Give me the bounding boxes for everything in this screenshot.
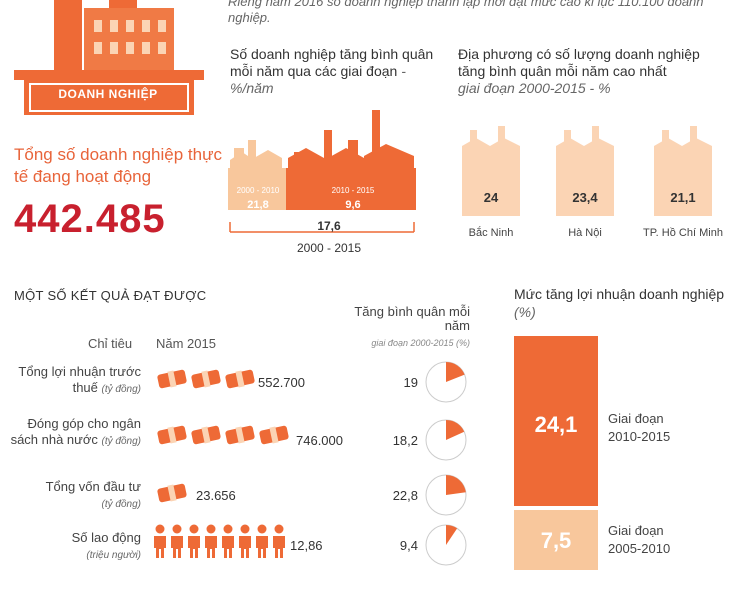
- locality-building-icon: [462, 126, 520, 216]
- factory-logo-icon: [14, 0, 204, 115]
- pie-slice: [446, 475, 466, 495]
- person-icon: [256, 524, 268, 558]
- row-4-label: Số lao động (triệu người): [71, 530, 141, 561]
- pie-slice: [446, 362, 465, 382]
- locality-building-icon: [654, 126, 712, 216]
- logo-label: DOANH NGHIỆP: [58, 87, 158, 101]
- period-1-value: 21,8: [247, 199, 269, 211]
- locality-building-icon: [556, 126, 614, 216]
- results-title: MỘT SỐ KẾT QUẢ ĐẠT ĐƯỢC: [14, 288, 207, 303]
- money-bundle-icon: [157, 425, 187, 445]
- total-label: Tổng số doanh nghiệp thực tế đang hoạt đ…: [14, 145, 222, 186]
- person-icon: [188, 524, 200, 558]
- period-overall-value: 17,6: [317, 219, 341, 233]
- person-icon: [205, 524, 217, 558]
- profit-bar-2005-2010: [514, 510, 598, 570]
- row-3-icons: [156, 482, 190, 509]
- row-3-value: 23.656: [196, 488, 236, 503]
- profit-label-2010-2015: Giai đoạn 2010-2015: [608, 411, 671, 444]
- money-bundle-icon: [259, 425, 289, 445]
- row-4-value: 12,86: [290, 538, 323, 553]
- row-1-label: Tổng lợi nhuận trước thuế (tỷ đồng): [18, 364, 141, 395]
- row-2-label: Đóng góp cho ngân sách nhà nước (tỷ đồng…: [10, 416, 141, 447]
- profit-label-2005-2010: Giai đoạn 2005-2010: [608, 523, 671, 556]
- row-2-icons: [156, 424, 292, 451]
- row-2-growth: 18,2: [392, 433, 418, 448]
- period-2-value: 9,6: [345, 199, 361, 211]
- growth-period-title: Số doanh nghiệp tăng bình quân mỗi năm q…: [230, 46, 434, 96]
- row-3-label: Tổng vốn đầu tư (tỷ đồng): [45, 479, 141, 510]
- factory-skyline-icon: [228, 110, 416, 210]
- money-bundle-icon: [225, 369, 255, 389]
- period-bracket: [229, 222, 415, 233]
- locality-1-value: 24: [483, 190, 499, 205]
- money-bundle-icon: [191, 425, 221, 445]
- col-indicator-header: Chỉ tiêu: [88, 336, 133, 351]
- row-4-icons: [152, 524, 288, 563]
- period-2-range: 2010 - 2015: [331, 186, 375, 195]
- col-growth-subheader: giai đoạn 2000-2015 (%): [371, 338, 470, 348]
- row-1-growth-pie: [425, 361, 467, 403]
- pie-slice: [446, 420, 465, 440]
- profit-value-2005-2010: 7,5: [540, 528, 572, 553]
- top-localities-title: Địa phương có số lượng doanh nghiệp tăng…: [458, 46, 700, 96]
- person-icon: [171, 524, 183, 558]
- period-1-range: 2000 - 2010: [236, 186, 280, 195]
- money-bundle-icon: [225, 425, 255, 445]
- col-growth-header: Tăng bình quân mỗi năm: [354, 304, 470, 333]
- row-3-growth: 22,8: [392, 488, 418, 503]
- locality-2-name: Hà Nội: [568, 227, 602, 239]
- profit-value-2010-2015: 24,1: [534, 412, 578, 437]
- col-year-header: Năm 2015: [156, 336, 216, 351]
- person-icon: [154, 524, 166, 558]
- row-1-value: 552.700: [258, 375, 305, 390]
- row-4-growth: 9,4: [399, 538, 418, 553]
- locality-2-value: 23,4: [572, 190, 598, 205]
- total-value: 442.485: [14, 197, 166, 241]
- period-overall-range: 2000 - 2015: [296, 241, 362, 255]
- profit-title: Mức tăng lợi nhuận doanh nghiệp (%): [514, 286, 725, 320]
- row-1-icons: [156, 368, 258, 395]
- money-bundle-icon: [191, 369, 221, 389]
- locality-1-name: Bắc Ninh: [468, 227, 514, 239]
- pie-slice: [446, 525, 458, 545]
- money-bundle-icon: [157, 369, 187, 389]
- row-2-value: 746.000: [296, 433, 343, 448]
- row-3-growth-pie: [425, 474, 467, 516]
- row-1-growth: 19: [403, 375, 418, 390]
- row-2-growth-pie: [425, 419, 467, 461]
- header-note: Riêng năm 2016 số doanh nghiệp thành lập…: [228, 0, 704, 25]
- person-icon: [222, 524, 234, 558]
- person-icon: [239, 524, 251, 558]
- profit-bar-2010-2015: [514, 336, 598, 506]
- money-bundle-icon: [157, 483, 187, 503]
- locality-3-name: TP. Hồ Chí Minh: [643, 227, 723, 239]
- person-icon: [273, 524, 285, 558]
- row-4-growth-pie: [425, 524, 467, 566]
- locality-3-value: 21,1: [670, 190, 696, 205]
